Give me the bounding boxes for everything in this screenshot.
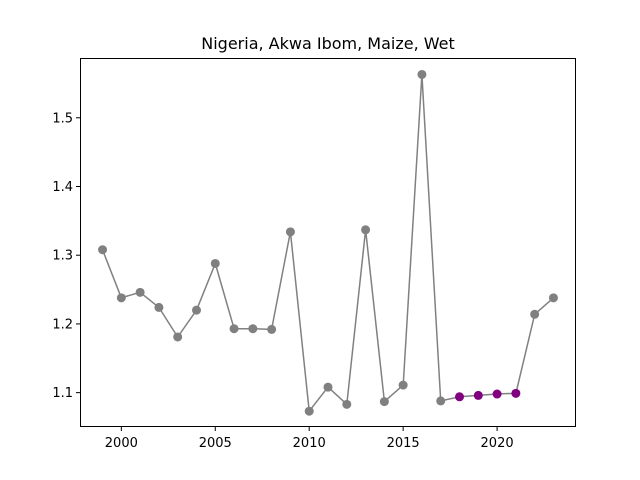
x-tick-label: 2000 xyxy=(105,436,138,451)
data-point xyxy=(530,309,540,319)
chart-title: Nigeria, Akwa Ibom, Maize, Wet xyxy=(201,34,455,53)
data-point xyxy=(135,287,145,297)
highlighted-data-point xyxy=(511,388,521,398)
plot-frame xyxy=(80,58,576,427)
data-point xyxy=(116,293,126,303)
data-point xyxy=(548,293,558,303)
x-tick-label: 2005 xyxy=(199,436,232,451)
y-tick-label: 1.3 xyxy=(52,249,73,264)
data-point xyxy=(229,324,239,334)
x-tick-label: 2020 xyxy=(481,436,514,451)
data-point xyxy=(417,69,427,79)
x-tick-label: 2015 xyxy=(387,436,420,451)
data-point xyxy=(191,305,201,315)
data-point xyxy=(248,324,258,334)
data-point xyxy=(398,380,408,390)
data-point xyxy=(154,302,164,312)
highlighted-data-point xyxy=(473,390,483,400)
y-tick-label: 1.5 xyxy=(52,111,73,126)
data-point xyxy=(267,324,277,334)
data-point xyxy=(98,245,108,255)
y-tick-label: 1.2 xyxy=(52,317,73,332)
data-point xyxy=(210,258,220,268)
data-point xyxy=(436,396,446,406)
data-point xyxy=(173,332,183,342)
data-point xyxy=(323,382,333,392)
y-tick-label: 1.1 xyxy=(52,386,73,401)
series-line xyxy=(101,73,554,412)
y-tick-label: 1.4 xyxy=(52,180,73,195)
data-point xyxy=(304,406,314,416)
data-point xyxy=(361,225,371,235)
highlighted-data-point xyxy=(455,392,465,402)
data-point xyxy=(379,397,389,407)
data-point xyxy=(285,227,295,237)
x-tick-label: 2010 xyxy=(293,436,326,451)
data-point xyxy=(342,399,352,409)
highlighted-data-point xyxy=(492,389,502,399)
